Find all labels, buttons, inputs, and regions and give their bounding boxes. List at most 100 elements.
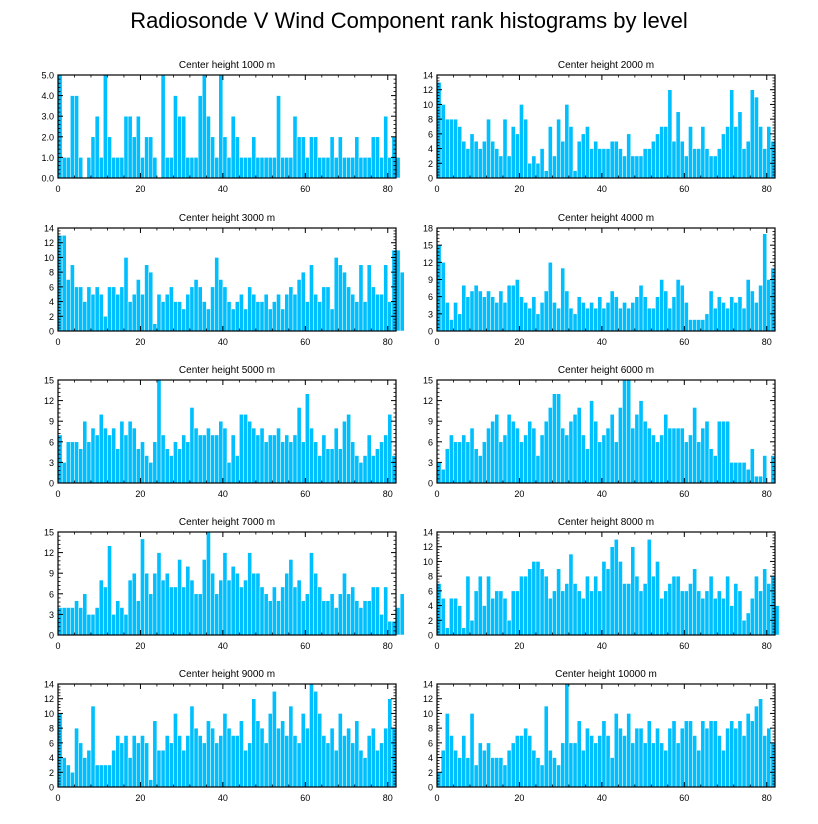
histogram-bar — [202, 559, 207, 636]
histogram-bar — [288, 157, 294, 179]
histogram-bar — [449, 597, 454, 636]
histogram-bar — [634, 414, 640, 484]
x-tick-label: 40 — [218, 337, 228, 347]
histogram-bar — [362, 757, 368, 788]
histogram-bar — [605, 427, 611, 484]
histogram-bar — [618, 727, 623, 788]
histogram-bar — [218, 735, 224, 788]
histogram-bar — [321, 600, 327, 636]
y-tick-label: 10 — [423, 100, 433, 110]
histogram-bar — [601, 434, 607, 484]
histogram-bar — [585, 307, 590, 332]
y-tick-label: 4 — [49, 753, 54, 763]
histogram-bar — [494, 757, 500, 788]
histogram-bar — [684, 302, 689, 332]
histogram-bar — [461, 434, 467, 484]
histogram-bar — [115, 293, 121, 332]
histogram-bar — [717, 148, 722, 179]
histogram-bar — [280, 720, 285, 788]
histogram-bar — [655, 441, 660, 484]
histogram-bar — [144, 742, 149, 788]
histogram-bar — [556, 568, 561, 636]
y-tick-label: 4 — [428, 144, 433, 154]
histogram-bar — [173, 301, 178, 332]
histogram-bar — [523, 434, 528, 484]
histogram-bar — [506, 620, 512, 636]
histogram-bar — [189, 579, 195, 636]
y-tick-label: 0 — [428, 479, 433, 489]
histogram-bar — [210, 434, 215, 484]
histogram-bar — [156, 552, 162, 636]
y-tick-label: 10 — [44, 253, 54, 263]
y-tick-label: 6 — [49, 437, 54, 447]
x-tick-label: 0 — [55, 793, 60, 803]
histogram-bar — [613, 296, 619, 332]
histogram-bar — [618, 307, 623, 332]
histogram-bar — [119, 420, 125, 484]
y-tick-label: 0 — [49, 327, 54, 337]
y-tick-label: 12 — [423, 85, 433, 95]
histogram-bar — [70, 607, 75, 636]
histogram-bar — [222, 552, 228, 636]
histogram-bar — [243, 579, 248, 636]
y-tick-label: 6 — [428, 586, 433, 596]
histogram-bar — [506, 414, 512, 484]
histogram-bar — [642, 296, 648, 332]
histogram-bar — [247, 286, 252, 332]
histogram-bar — [247, 552, 252, 636]
histogram-bar — [667, 307, 673, 332]
histogram-bar — [576, 407, 582, 484]
histogram-bar — [560, 267, 566, 332]
y-tick-label: 3 — [428, 309, 433, 319]
histogram-bar — [684, 441, 689, 484]
histogram-bar — [597, 441, 603, 484]
y-tick-label: 9 — [49, 569, 54, 579]
histogram-bar — [506, 155, 512, 179]
histogram-bar — [717, 735, 722, 788]
histogram-bar — [646, 427, 652, 484]
x-tick-label: 80 — [383, 184, 393, 194]
histogram-bar — [581, 302, 586, 332]
histogram-bar — [704, 313, 710, 332]
histogram-bar — [589, 148, 594, 179]
histogram-bar — [556, 393, 561, 484]
histogram-bar — [152, 720, 158, 788]
x-tick-label: 80 — [383, 337, 393, 347]
histogram-bar — [626, 307, 631, 332]
histogram-bar — [140, 293, 145, 332]
histogram-bar — [461, 735, 467, 788]
histogram-bar — [605, 148, 611, 179]
histogram-bar — [98, 579, 104, 636]
histogram-bar — [148, 779, 154, 788]
histogram-bar — [556, 118, 561, 179]
histogram-bar — [469, 290, 475, 332]
histogram-bar — [519, 104, 524, 179]
histogram-bar — [206, 308, 211, 332]
histogram-bar — [144, 136, 149, 179]
histogram-bar — [119, 742, 125, 788]
histogram-bar — [358, 749, 364, 788]
histogram-bar — [498, 155, 504, 179]
histogram-bar — [239, 414, 244, 484]
histogram-bar — [70, 95, 75, 179]
histogram-bar — [572, 583, 578, 636]
histogram-bar — [239, 720, 244, 788]
y-tick-label: 14 — [44, 224, 54, 234]
histogram-bar — [638, 155, 644, 179]
histogram-bar — [296, 742, 302, 788]
histogram-bar — [745, 713, 751, 788]
histogram-bar — [222, 136, 228, 179]
y-tick-label: 8 — [49, 724, 54, 734]
histogram-bar — [329, 727, 335, 788]
histogram-bar — [90, 136, 96, 179]
histogram-bar — [329, 448, 335, 484]
histogram-bar — [609, 757, 615, 788]
histogram-bar — [634, 296, 640, 332]
y-tick-label: 3.0 — [41, 112, 54, 122]
histogram-bar — [589, 400, 594, 484]
histogram-bar — [539, 764, 545, 788]
histogram-bar — [354, 720, 360, 788]
histogram-bar — [717, 420, 722, 484]
y-tick-label: 8 — [49, 268, 54, 278]
